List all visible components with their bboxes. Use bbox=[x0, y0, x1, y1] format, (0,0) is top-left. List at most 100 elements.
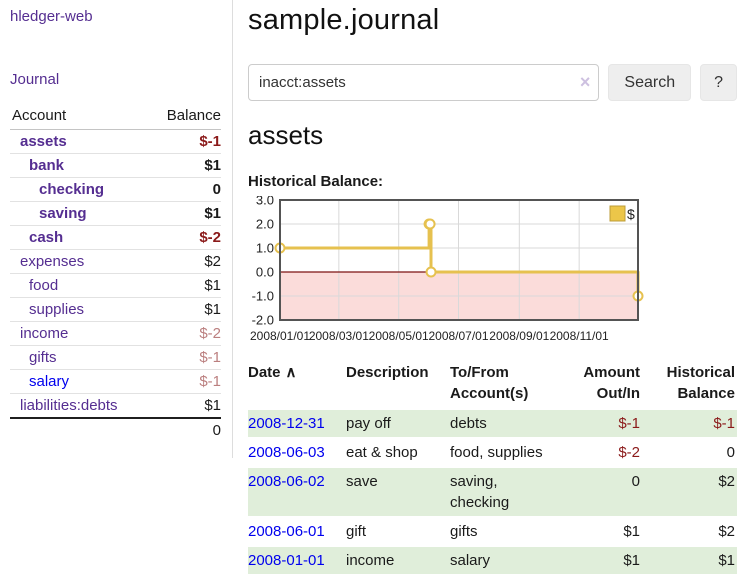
transaction-date-link[interactable]: 2008-06-03 bbox=[248, 444, 325, 461]
svg-text:2008/09/01: 2008/09/01 bbox=[489, 329, 549, 343]
account-row: liabilities:debts $1 bbox=[10, 393, 221, 418]
transaction-date-cell[interactable]: 2008-06-02 bbox=[248, 468, 346, 516]
transaction-amount: 0 bbox=[562, 468, 642, 516]
accounts-header-row: Account Balance bbox=[10, 105, 221, 130]
transaction-row[interactable]: 2008-01-01 income salary $1 $1 bbox=[248, 547, 737, 574]
account-balance: $1 bbox=[148, 297, 221, 322]
accounts-header-account: Account bbox=[10, 105, 149, 130]
svg-text:2008/07/01: 2008/07/01 bbox=[428, 329, 488, 343]
account-balance: $1 bbox=[148, 201, 221, 226]
account-row: income $-2 bbox=[10, 321, 221, 346]
accounts-table: Account Balance assets $-1 bank $1 checking 0… bbox=[10, 105, 221, 443]
transaction-amount: $1 bbox=[623, 523, 640, 540]
accounts-total-value: 0 bbox=[148, 417, 221, 443]
account-row: supplies $1 bbox=[10, 297, 221, 322]
account-row: gifts $-1 bbox=[10, 345, 221, 370]
search-button[interactable]: Search bbox=[608, 64, 692, 101]
account-link[interactable]: checking bbox=[39, 181, 105, 198]
register-table: Date ∧ Description To/From Account(s) Amo… bbox=[248, 358, 737, 576]
account-balance: $-1 bbox=[199, 133, 221, 150]
account-balance: $1 bbox=[148, 393, 221, 418]
search-form: × Search ? bbox=[248, 64, 737, 101]
register-header-row: Date ∧ Description To/From Account(s) Amo… bbox=[248, 360, 737, 408]
register-header-amount: Amount Out/In bbox=[583, 364, 640, 402]
svg-text:2008/01/01: 2008/01/01 bbox=[250, 329, 310, 343]
account-row: checking 0 bbox=[10, 177, 221, 202]
transaction-row[interactable]: 2008-06-03 eat & shop food, supplies $-2 0 bbox=[248, 439, 737, 466]
account-balance: $-1 bbox=[148, 345, 221, 370]
transaction-balance: $-1 bbox=[642, 410, 737, 437]
accounts-total-spacer bbox=[10, 417, 149, 443]
accounts-header-balance: Balance bbox=[148, 105, 221, 130]
transaction-date-link[interactable]: 2008-01-01 bbox=[248, 552, 325, 569]
transaction-row[interactable]: 2008-06-01 gift gifts $1 $2 bbox=[248, 518, 737, 545]
account-balance: 0 bbox=[148, 177, 221, 202]
help-button[interactable]: ? bbox=[700, 64, 737, 101]
svg-text:2008/11/01: 2008/11/01 bbox=[550, 329, 609, 343]
account-balance: $2 bbox=[148, 249, 221, 274]
account-balance: $1 bbox=[148, 153, 221, 178]
transaction-accounts: debts bbox=[450, 410, 562, 437]
account-row: saving $1 bbox=[10, 201, 221, 226]
transaction-balance: $2 bbox=[718, 523, 735, 540]
transaction-date-cell[interactable]: 2008-06-01 bbox=[248, 518, 346, 545]
transaction-description: eat & shop bbox=[346, 444, 418, 461]
account-row: food $1 bbox=[10, 273, 221, 298]
transaction-row[interactable]: 2008-06-02 save saving, checking 0 $2 bbox=[248, 468, 737, 516]
account-balance: $-1 bbox=[148, 369, 221, 394]
search-input[interactable] bbox=[248, 64, 600, 101]
account-link[interactable]: cash bbox=[29, 229, 64, 246]
account-balance: $-2 bbox=[148, 321, 221, 346]
account-heading: assets bbox=[248, 120, 324, 150]
transaction-description: save bbox=[346, 468, 450, 516]
account-link[interactable]: saving bbox=[39, 205, 87, 222]
account-link[interactable]: assets bbox=[20, 133, 67, 150]
transaction-description: gift bbox=[346, 523, 367, 540]
transaction-accounts: saving, checking bbox=[450, 468, 562, 516]
account-row: salary $-1 bbox=[10, 369, 221, 394]
transaction-accounts: salary bbox=[450, 547, 562, 574]
account-link[interactable]: expenses bbox=[20, 253, 85, 270]
transaction-amount: $1 bbox=[562, 547, 642, 574]
account-link[interactable]: supplies bbox=[29, 301, 85, 318]
transaction-amount: $-1 bbox=[562, 410, 642, 437]
transaction-balance: 0 bbox=[726, 444, 735, 461]
search-box: × bbox=[248, 64, 600, 101]
svg-text:0.0: 0.0 bbox=[256, 265, 274, 280]
svg-text:-2.0: -2.0 bbox=[252, 313, 274, 328]
transaction-date-cell[interactable]: 2008-06-03 bbox=[248, 439, 346, 466]
transaction-date-link[interactable]: 2008-06-02 bbox=[248, 473, 325, 490]
accounts-total-row: 0 bbox=[10, 417, 221, 443]
account-link[interactable]: salary bbox=[29, 373, 70, 390]
account-row: expenses $2 bbox=[10, 249, 221, 274]
transaction-date-link[interactable]: 2008-12-31 bbox=[248, 415, 325, 432]
transaction-row[interactable]: 2008-12-31 pay off debts $-1 $-1 bbox=[248, 410, 737, 437]
sort-ascending-icon: ∧ bbox=[285, 364, 297, 381]
account-link[interactable]: food bbox=[29, 277, 59, 294]
account-row: cash $-2 bbox=[10, 225, 221, 250]
transaction-description: pay off bbox=[346, 410, 450, 437]
chart-title: Historical Balance: bbox=[248, 173, 384, 190]
account-link[interactable]: liabilities:debts bbox=[20, 397, 118, 414]
register-header-date[interactable]: Date ∧ bbox=[248, 364, 297, 381]
transaction-date-link[interactable]: 2008-06-01 bbox=[248, 523, 325, 540]
sidebar-item-journal[interactable]: Journal bbox=[10, 71, 60, 88]
account-link[interactable]: gifts bbox=[29, 349, 57, 366]
historical-balance-chart: $3.0 2.0 1.0 0.0 -1.0 -2.0 2008/01/01 2008/03/0… bbox=[240, 193, 737, 344]
transaction-date-cell[interactable]: 2008-01-01 bbox=[248, 547, 346, 574]
svg-text:2008/03/01: 2008/03/01 bbox=[309, 329, 369, 343]
svg-text:-1.0: -1.0 bbox=[252, 289, 274, 304]
svg-text:2008/05/01: 2008/05/01 bbox=[369, 329, 429, 343]
transaction-accounts: food, supplies bbox=[450, 444, 543, 461]
main-content: sample.journal × Search ? assets Histori… bbox=[233, 0, 742, 576]
transaction-balance: $2 bbox=[642, 468, 737, 516]
register-header-accounts: To/From Account(s) bbox=[450, 364, 529, 402]
account-link[interactable]: income bbox=[20, 325, 69, 342]
clear-search-icon[interactable]: × bbox=[579, 72, 591, 92]
transaction-date-cell[interactable]: 2008-12-31 bbox=[248, 410, 346, 437]
account-row: bank $1 bbox=[10, 153, 221, 178]
app-brand-link[interactable]: hledger-web bbox=[10, 8, 93, 25]
svg-text:3.0: 3.0 bbox=[256, 196, 274, 208]
transaction-balance: $1 bbox=[642, 547, 737, 574]
account-link[interactable]: bank bbox=[29, 157, 65, 174]
